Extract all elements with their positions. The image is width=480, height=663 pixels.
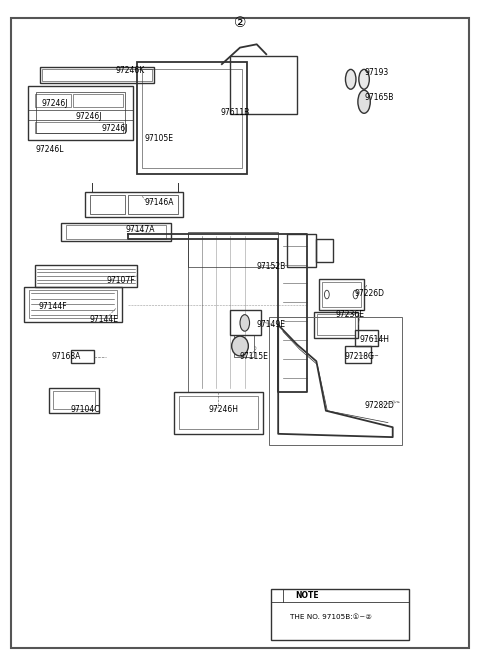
Text: 97282D: 97282D <box>364 401 394 410</box>
Bar <box>49 388 99 412</box>
Bar <box>355 330 378 346</box>
Ellipse shape <box>359 70 369 90</box>
Text: THE NO. 97105B:①~②: THE NO. 97105B:①~② <box>290 614 372 620</box>
Bar <box>73 94 123 107</box>
Bar <box>271 589 409 640</box>
Text: 97218G: 97218G <box>345 352 375 361</box>
Bar <box>66 225 166 239</box>
Bar <box>128 195 178 214</box>
Text: 97193: 97193 <box>364 68 388 77</box>
Bar <box>53 391 96 410</box>
Bar <box>179 396 258 429</box>
Bar <box>345 346 371 363</box>
Ellipse shape <box>324 290 329 299</box>
Text: 97246J: 97246J <box>102 124 128 133</box>
Text: ②: ② <box>234 16 246 30</box>
Bar <box>317 314 356 335</box>
Bar <box>137 62 247 174</box>
Text: 97104C: 97104C <box>71 405 100 414</box>
Text: 97246K: 97246K <box>116 66 145 75</box>
Text: 97236E: 97236E <box>336 310 364 320</box>
Bar <box>71 350 95 363</box>
Text: 97168A: 97168A <box>51 352 81 361</box>
Bar <box>322 282 361 307</box>
Bar <box>319 278 364 310</box>
Bar <box>269 317 402 445</box>
Text: 97611B: 97611B <box>221 108 250 117</box>
Bar <box>35 94 71 107</box>
Bar <box>142 69 242 168</box>
Ellipse shape <box>240 315 250 332</box>
Bar <box>287 234 316 267</box>
Bar <box>230 56 297 113</box>
Ellipse shape <box>358 90 370 113</box>
Bar <box>24 286 121 322</box>
Text: 97246J: 97246J <box>75 113 102 121</box>
Text: 97147A: 97147A <box>125 225 155 233</box>
Text: 97152B: 97152B <box>257 263 286 271</box>
Bar <box>35 265 137 286</box>
Bar <box>61 223 171 241</box>
Bar <box>36 93 124 133</box>
Bar <box>174 392 263 434</box>
Text: 97246H: 97246H <box>209 405 239 414</box>
Text: 97226D: 97226D <box>355 288 384 298</box>
Ellipse shape <box>353 290 358 299</box>
Bar <box>234 335 254 357</box>
Bar <box>42 70 152 82</box>
Text: 97614H: 97614H <box>360 335 389 344</box>
Text: 97107F: 97107F <box>107 276 135 284</box>
Bar <box>85 192 183 217</box>
Bar <box>90 195 125 214</box>
Ellipse shape <box>346 70 356 90</box>
Text: 97246L: 97246L <box>36 145 64 154</box>
Bar <box>316 239 333 262</box>
Text: 97165B: 97165B <box>364 93 394 101</box>
Text: 97149E: 97149E <box>257 320 286 330</box>
Bar <box>314 312 359 338</box>
Bar <box>35 121 123 133</box>
Text: 97105E: 97105E <box>144 134 174 143</box>
Bar <box>28 86 132 140</box>
Text: 97144E: 97144E <box>90 315 119 324</box>
Text: 97146A: 97146A <box>144 198 174 208</box>
Ellipse shape <box>232 336 248 356</box>
Bar <box>29 290 117 318</box>
Bar <box>230 310 262 335</box>
Text: NOTE: NOTE <box>295 591 319 600</box>
Bar <box>39 68 154 84</box>
Text: 97144F: 97144F <box>38 302 67 311</box>
Bar <box>188 233 278 267</box>
Text: 97115E: 97115E <box>240 352 269 361</box>
Text: 97246J: 97246J <box>42 99 69 108</box>
